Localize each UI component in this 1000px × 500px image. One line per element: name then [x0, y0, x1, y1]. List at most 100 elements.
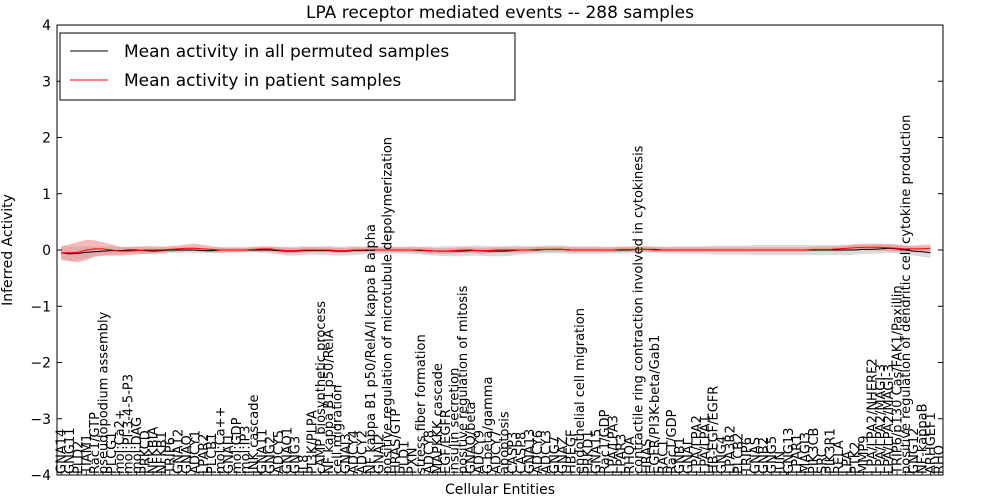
- x-tick-label: GNB1: [673, 437, 688, 474]
- x-tick-label: TRIP6: [740, 437, 755, 475]
- y-axis-label: Inferred Activity: [0, 194, 16, 306]
- x-tick-label: mol:PI-3-4-5-P3: [122, 374, 137, 474]
- x-tick-label: positive regulation of microtubule depol…: [381, 137, 396, 474]
- x-tick-label: mol:DAG: [130, 417, 145, 474]
- y-tick-label: −4: [30, 468, 51, 484]
- x-tick-label: LPA/LPA2/MAGI-3: [874, 364, 889, 474]
- x-tick-label: insulin secretion: [448, 368, 463, 474]
- y-tick-label: 3: [42, 74, 51, 90]
- x-tick-label: EGFR/PI3K-beta/Gab1: [648, 335, 663, 474]
- x-tick-label: RHOA: [623, 436, 638, 474]
- x-tick-label: ADCY6: [531, 430, 546, 474]
- x-tick-label: PLCG1: [105, 431, 120, 474]
- x-tick-label: ARHGEF1: [924, 412, 939, 474]
- x-tick-label: IL8: [297, 455, 312, 474]
- plot-area: −4 −3 −2 −1 0 1 2 3 4 GNA14GNG11PLD2TIAM1Rac1/GTP…: [30, 18, 947, 484]
- x-tick-label: TRIP6/p130 Cas/FAK1/Paxillin: [891, 285, 906, 475]
- x-tick-label: mol:Ca++: [214, 407, 229, 474]
- x-tick-label: MAPKKK cascade: [431, 363, 446, 474]
- x-tick-label: LPA/LPA3: [606, 415, 621, 474]
- x-tick-label: MMP9: [857, 435, 872, 474]
- x-tick-label: LPA: [840, 451, 855, 474]
- x-tick-label: PLD1: [397, 441, 412, 474]
- x-tick-label: PRKD1: [581, 430, 596, 474]
- y-tick-label: −2: [30, 356, 51, 372]
- y-tick-label: 2: [42, 131, 51, 147]
- x-tick-label: GNAQ/beta: [464, 402, 479, 474]
- x-tick-label: GNAQ: [180, 435, 195, 474]
- x-tick-label: HRAS: [640, 439, 655, 474]
- x-tick-label: mol:Ca2+: [113, 409, 128, 474]
- x-tick-label: GNA12: [172, 429, 187, 474]
- x-tick-label: ADCY7: [489, 430, 504, 474]
- x-tick-label: HBEGF: [565, 430, 580, 474]
- x-tick-label: JUN: [774, 451, 789, 475]
- legend-patient-label: Mean activity in patient samples: [124, 71, 401, 91]
- y-tick-label: −3: [30, 412, 51, 428]
- x-tick-label: contractile ring contraction involved in…: [631, 145, 646, 474]
- x-tick-label: JNK cascade: [247, 395, 262, 475]
- x-tick-label: stress fiber formation: [414, 334, 429, 474]
- y-tick-label: −1: [30, 299, 51, 315]
- x-tick-label: GNAI3: [339, 433, 354, 474]
- x-tick-label: GNG12: [907, 428, 922, 474]
- x-tick-label: Rac1/GDP: [665, 409, 680, 474]
- x-tick-label: GNAZ: [556, 436, 571, 474]
- x-tick-label: GNG3: [289, 436, 304, 474]
- x-tick-label: positive regulation of mitosis: [456, 285, 471, 474]
- x-tick-label: NF kappa B1 p50/RelA: [322, 329, 337, 474]
- x-tick-label: PIK3CB: [807, 428, 822, 474]
- x-tick-label: PIK3R1: [824, 428, 839, 474]
- x-tick-label: GNA14: [55, 429, 70, 474]
- x-tick-label: PLCB2: [732, 433, 747, 474]
- x-tick-label: GNAI2: [372, 433, 387, 474]
- x-tick-label: NFKB1: [155, 431, 170, 474]
- x-tick-label: PRKCD: [138, 430, 153, 474]
- x-tick-label: GNG4: [715, 436, 730, 474]
- x-tick-label: GNB2: [757, 437, 772, 474]
- x-tick-label: LPA/LPA2/MAGI-3: [882, 364, 897, 474]
- x-tick-label: PLCB1: [205, 433, 220, 474]
- x-tick-label: LPA/LPA1: [698, 415, 713, 474]
- x-tick-label: LPA/LPA2/NHERF2: [866, 358, 881, 474]
- x-axis-label: Cellular Entities: [445, 482, 555, 498]
- x-tick-label: GNA11: [255, 429, 270, 474]
- chart-title: LPA receptor mediated events -- 288 samp…: [306, 3, 694, 23]
- x-tick-label: RELA: [832, 440, 847, 474]
- x-tick-label: LPAR2: [197, 434, 212, 474]
- x-tick-label: GNG13: [782, 428, 797, 474]
- x-tick-label: Rac1/GTP: [88, 412, 103, 474]
- x-tick-label: GNAL: [682, 437, 697, 474]
- x-tick-label: Rac1/GDP: [598, 409, 613, 474]
- x-tick-label: GNG2: [264, 436, 279, 474]
- x-tick-label: positive regulation of dendritic cell cy…: [899, 115, 914, 474]
- legend-permuted-label: Mean activity in all permuted samples: [124, 42, 449, 62]
- x-tick-label: RHO: [932, 445, 947, 474]
- x-tick-label: HB-EGF/EGFR: [707, 386, 722, 474]
- x-tick-label: SRC: [815, 448, 830, 474]
- x-tick-label: RAC1: [657, 439, 672, 474]
- x-tick-label: TIAM1: [80, 434, 95, 475]
- x-tick-label: mol:GDP: [230, 417, 245, 474]
- x-tick-label: CASP8: [514, 432, 529, 474]
- x-tick-label: NF kappa B1 p50/RelA/I kappa B alpha: [364, 224, 379, 474]
- x-tick-label: cell migration: [331, 385, 346, 474]
- x-tick-label: HRAS/GTP: [389, 409, 404, 474]
- x-tick-label: EGF/EGFR: [439, 409, 454, 474]
- x-tick-label: ADCY2: [356, 430, 371, 474]
- x-tick-label: ADCY9: [473, 430, 488, 474]
- x-tick-label: LPAR1: [790, 434, 805, 474]
- legend-box: [59, 32, 516, 101]
- y-tick-label: 0: [42, 243, 51, 259]
- x-tick-label: TRIP6: [163, 437, 178, 475]
- y-tick-label: 4: [42, 18, 51, 34]
- x-tick-label: GNA13: [523, 429, 538, 474]
- x-tick-label: ADCY3: [540, 430, 555, 474]
- x-tick-label: MAGI3: [799, 432, 814, 474]
- x-tick-label: LPA3R2: [723, 425, 738, 474]
- x-tick-label: GNAS: [748, 437, 763, 474]
- patient-series-line: [61, 246, 931, 254]
- x-tick-label: ADCY5: [272, 430, 287, 474]
- x-tick-label: G beta/gamma: [481, 377, 496, 474]
